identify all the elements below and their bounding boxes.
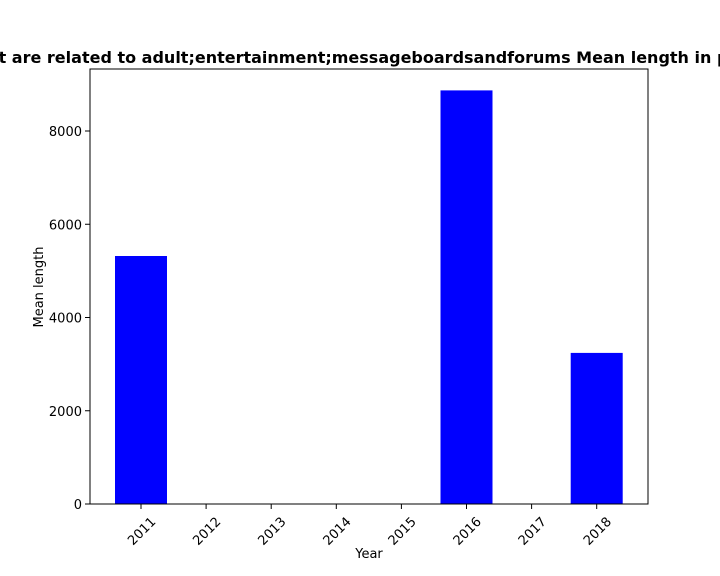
y-tick-label-2000: 2000 xyxy=(49,405,82,420)
y-axis-label: Mean length xyxy=(32,247,47,328)
x-tick-label-2015: 2015 xyxy=(386,515,420,549)
bar-2011 xyxy=(115,256,167,504)
bars-group xyxy=(115,90,623,505)
y-tick-label-6000: 6000 xyxy=(49,218,82,233)
x-tick-label-2017: 2017 xyxy=(516,515,550,549)
bar-2018 xyxy=(570,352,623,504)
x-tick-label-2013: 2013 xyxy=(255,515,289,549)
x-tick-label-2014: 2014 xyxy=(321,515,355,549)
y-tick-label-8000: 8000 xyxy=(49,125,82,140)
x-tick-label-2012: 2012 xyxy=(190,515,224,549)
y-tick-label-0: 0 xyxy=(74,498,82,513)
x-tick-label-2018: 2018 xyxy=(581,515,615,549)
plot-frame xyxy=(89,68,649,505)
chart-title: Websites that are related to adult;enter… xyxy=(0,48,720,67)
x-axis: 2011 2012 2013 2014 2015 2016 2017 2018 xyxy=(125,504,615,549)
bar-2016 xyxy=(440,90,493,505)
y-tick-label-4000: 4000 xyxy=(49,312,82,327)
x-tick-label-2011: 2011 xyxy=(125,515,159,549)
x-axis-label: Year xyxy=(354,547,383,562)
y-axis: 0 2000 4000 6000 8000 xyxy=(49,125,90,513)
x-tick-label-2016: 2016 xyxy=(451,515,485,549)
